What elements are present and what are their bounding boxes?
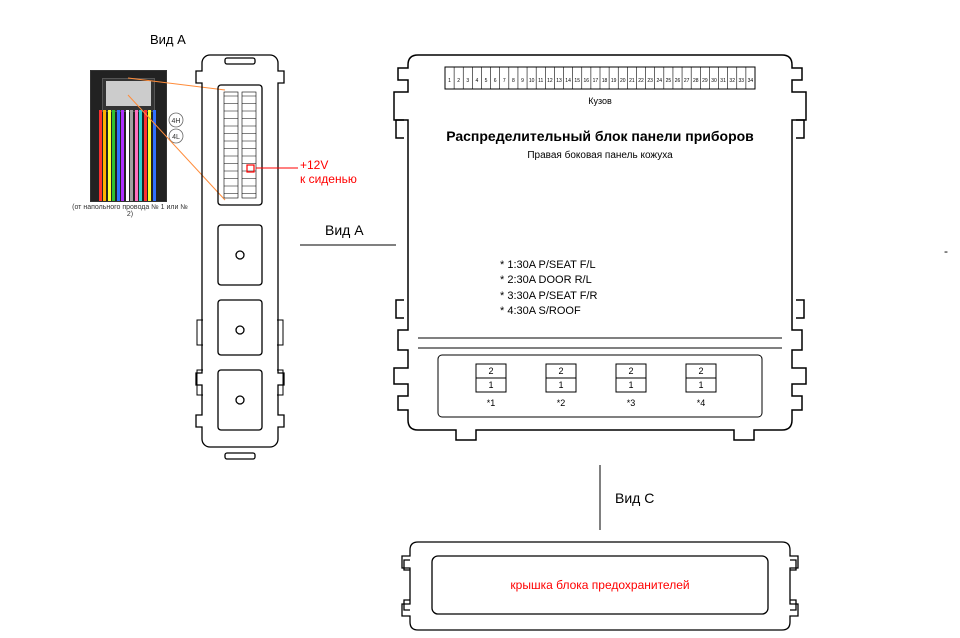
svg-text:9: 9 (521, 78, 524, 84)
svg-text:29: 29 (702, 78, 708, 84)
svg-text:8: 8 (512, 78, 515, 84)
svg-text:21: 21 (629, 78, 635, 84)
svg-text:33: 33 (739, 78, 745, 84)
svg-text:20: 20 (620, 78, 626, 84)
svg-text:3: 3 (466, 78, 469, 84)
svg-text:25: 25 (666, 78, 672, 84)
svg-text:17: 17 (593, 78, 599, 84)
pin-4h-label: 4H (172, 118, 181, 125)
svg-text:34: 34 (748, 78, 754, 84)
svg-text:24: 24 (656, 78, 662, 84)
svg-text:6: 6 (494, 78, 497, 84)
main-subtitle: Правая боковая панель кожуха (400, 150, 800, 161)
photo-caption: (от напольного провода № 1 или № 2) (70, 204, 190, 218)
fuse-cover-label: крышка блока предохранителей (400, 578, 800, 592)
svg-text:11: 11 (538, 78, 543, 84)
svg-text:13: 13 (556, 78, 562, 84)
svg-text:32: 32 (729, 78, 735, 84)
svg-text:1: 1 (628, 380, 633, 390)
svg-text:2: 2 (628, 366, 633, 376)
svg-text:*1: *1 (487, 398, 496, 408)
svg-text:1: 1 (558, 380, 563, 390)
view-a-side-label: Вид А (325, 222, 364, 238)
svg-text:18: 18 (602, 78, 608, 84)
small-view (196, 55, 298, 459)
stray-dash: - (944, 244, 948, 258)
svg-text:2: 2 (698, 366, 703, 376)
to-seat-label: к сиденью (300, 172, 357, 186)
svg-text:*2: *2 (557, 398, 566, 408)
svg-text:19: 19 (611, 78, 617, 84)
svg-text:30: 30 (711, 78, 717, 84)
pin-4l-label: 4L (172, 134, 180, 141)
svg-text:15: 15 (574, 78, 580, 84)
svg-text:14: 14 (565, 78, 571, 84)
svg-text:12: 12 (547, 78, 553, 84)
svg-text:*3: *3 (627, 398, 636, 408)
svg-text:10: 10 (529, 78, 535, 84)
svg-text:23: 23 (647, 78, 653, 84)
voltage-label: +12V (300, 158, 328, 172)
main-title: Распределительный блок панели приборов (400, 128, 800, 144)
svg-text:27: 27 (684, 78, 690, 84)
svg-text:2: 2 (558, 366, 563, 376)
svg-text:16: 16 (584, 78, 590, 84)
svg-text:1: 1 (488, 380, 493, 390)
svg-text:2: 2 (457, 78, 460, 84)
body-label: Кузов (400, 96, 800, 106)
svg-text:5: 5 (485, 78, 488, 84)
svg-text:1: 1 (448, 78, 451, 84)
svg-text:28: 28 (693, 78, 699, 84)
svg-text:22: 22 (638, 78, 644, 84)
svg-text:1: 1 (698, 380, 703, 390)
svg-text:2: 2 (488, 366, 493, 376)
svg-text:26: 26 (675, 78, 681, 84)
svg-text:*4: *4 (697, 398, 706, 408)
svg-text:7: 7 (503, 78, 506, 84)
svg-text:31: 31 (720, 78, 726, 84)
fuse-list: * 1:30A P/SEAT F/L* 2:30A DOOR R/L* 3:30… (500, 258, 597, 320)
svg-text:4: 4 (476, 78, 479, 84)
view-c-label: Вид С (615, 490, 654, 506)
view-a-top-label: Вид А (150, 32, 186, 47)
main-view: 1234567891011121314151617181920212223242… (394, 55, 806, 440)
